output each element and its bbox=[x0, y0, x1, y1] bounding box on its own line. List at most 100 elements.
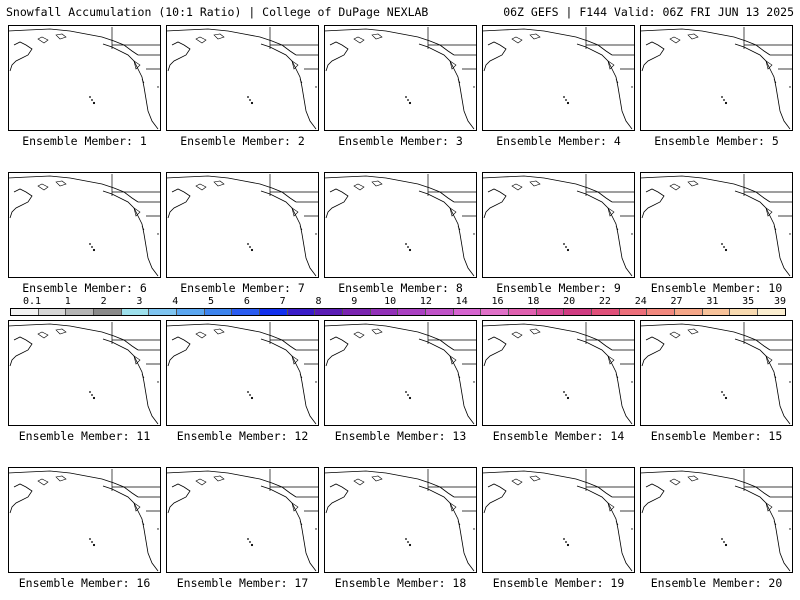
ensemble-member-panel: Ensemble Member: 18 bbox=[324, 467, 477, 591]
snowfall-map bbox=[482, 172, 635, 278]
header: Snowfall Accumulation (10:1 Ratio) | Col… bbox=[0, 0, 800, 22]
snowfall-map bbox=[8, 320, 161, 426]
colorbar-tick-label: 1 bbox=[64, 296, 71, 307]
ensemble-member-panel: Ensemble Member: 7 bbox=[166, 172, 319, 296]
colorbar-bin bbox=[149, 309, 178, 315]
colorbar-bin bbox=[343, 309, 371, 315]
snowfall-map bbox=[166, 467, 319, 573]
snowfall-map bbox=[8, 172, 161, 278]
colorbar-tick-label: 31 bbox=[706, 296, 719, 307]
colorbar-bin bbox=[287, 309, 316, 315]
colorbar-bin bbox=[94, 309, 122, 315]
ensemble-member-panel: Ensemble Member: 11 bbox=[8, 320, 161, 444]
ensemble-member-panel: Ensemble Member: 9 bbox=[482, 172, 635, 296]
ensemble-member-label: Ensemble Member: 12 bbox=[176, 429, 309, 443]
snowfall-map bbox=[324, 25, 477, 131]
colorbar-labels: 0.1 1 2 3 4 5 6 7 8 9 10 12 14 16 18 20 22 24 27 31 35 39 bbox=[10, 296, 786, 308]
colorbar-legend: 0.1 1 2 3 4 5 6 7 8 9 10 12 14 16 18 20 22 24 27 31 35 39 bbox=[10, 296, 786, 318]
colorbar-bin bbox=[38, 309, 67, 315]
colorbar-bin bbox=[66, 309, 95, 315]
ensemble-member-panel: Ensemble Member: 6 bbox=[8, 172, 161, 296]
ensemble-member-panel: Ensemble Member: 19 bbox=[482, 467, 635, 591]
snowfall-map bbox=[8, 467, 161, 573]
ensemble-member-label: Ensemble Member: 11 bbox=[18, 429, 151, 443]
colorbar-tick-label: 2 bbox=[100, 296, 107, 307]
ensemble-member-label: Ensemble Member: 19 bbox=[492, 576, 625, 590]
ensemble-member-label: Ensemble Member: 17 bbox=[176, 576, 309, 590]
colorbar-bin bbox=[758, 309, 785, 315]
colorbar-tick-label: 10 bbox=[384, 296, 397, 307]
snowfall-map bbox=[482, 320, 635, 426]
snowfall-map bbox=[640, 25, 793, 131]
colorbar-bin bbox=[426, 309, 454, 315]
colorbar-tick-label: 35 bbox=[742, 296, 755, 307]
colorbar-tick-label: 16 bbox=[491, 296, 504, 307]
colorbar-bin bbox=[398, 309, 427, 315]
colorbar-tick-label: 24 bbox=[634, 296, 647, 307]
ensemble-member-label: Ensemble Member: 18 bbox=[334, 576, 467, 590]
snowfall-map bbox=[166, 320, 319, 426]
colorbar-bin bbox=[204, 309, 233, 315]
map-title: Snowfall Accumulation (10:1 Ratio) | Col… bbox=[6, 5, 429, 19]
colorbar-bin bbox=[232, 309, 261, 315]
ensemble-member-panel: Ensemble Member: 12 bbox=[166, 320, 319, 444]
ensemble-member-label: Ensemble Member: 8 bbox=[338, 281, 463, 295]
ensemble-member-panel: Ensemble Member: 10 bbox=[640, 172, 793, 296]
colorbar-bin bbox=[536, 309, 565, 315]
colorbar-tick-label: 4 bbox=[172, 296, 179, 307]
snowfall-map bbox=[482, 25, 635, 131]
ensemble-member-label: Ensemble Member: 5 bbox=[654, 134, 779, 148]
colorbar-bin bbox=[564, 309, 593, 315]
colorbar-bin bbox=[675, 309, 703, 315]
colorbar-tick-label: 9 bbox=[351, 296, 358, 307]
ensemble-member-label: Ensemble Member: 3 bbox=[338, 134, 463, 148]
colorbar-bin bbox=[647, 309, 676, 315]
ensemble-member-label: Ensemble Member: 7 bbox=[180, 281, 305, 295]
colorbar-bin bbox=[11, 309, 39, 315]
colorbar-bin bbox=[260, 309, 288, 315]
colorbar-tick-label: 8 bbox=[315, 296, 322, 307]
colorbar-tick-label: 3 bbox=[136, 296, 143, 307]
colorbar-bin bbox=[619, 309, 648, 315]
snowfall-map bbox=[640, 467, 793, 573]
colorbar-bin bbox=[702, 309, 731, 315]
colorbar-bin bbox=[370, 309, 399, 315]
ensemble-member-panel: Ensemble Member: 4 bbox=[482, 25, 635, 149]
ensemble-member-label: Ensemble Member: 10 bbox=[650, 281, 783, 295]
snowfall-map bbox=[8, 25, 161, 131]
snowfall-map bbox=[482, 467, 635, 573]
ensemble-member-label: Ensemble Member: 15 bbox=[650, 429, 783, 443]
colorbar-tick-label: 0.1 bbox=[22, 296, 42, 307]
snowfall-map bbox=[166, 172, 319, 278]
ensemble-member-label: Ensemble Member: 14 bbox=[492, 429, 625, 443]
ensemble-member-panel: Ensemble Member: 1 bbox=[8, 25, 161, 149]
colorbar-bin bbox=[177, 309, 205, 315]
ensemble-member-label: Ensemble Member: 16 bbox=[18, 576, 151, 590]
run-info: 06Z GEFS | F144 Valid: 06Z FRI JUN 13 20… bbox=[503, 5, 794, 19]
colorbar-tick-label: 5 bbox=[208, 296, 215, 307]
ensemble-member-label: Ensemble Member: 4 bbox=[496, 134, 621, 148]
ensemble-member-label: Ensemble Member: 2 bbox=[180, 134, 305, 148]
colorbar-tick-label: 22 bbox=[598, 296, 611, 307]
colorbar-bin bbox=[481, 309, 510, 315]
ensemble-member-label: Ensemble Member: 13 bbox=[334, 429, 467, 443]
colorbar-bin bbox=[315, 309, 344, 315]
colorbar-bin bbox=[592, 309, 620, 315]
ensemble-member-label: Ensemble Member: 20 bbox=[650, 576, 783, 590]
ensemble-member-panel: Ensemble Member: 16 bbox=[8, 467, 161, 591]
colorbar-bins bbox=[10, 308, 786, 316]
ensemble-member-panel: Ensemble Member: 15 bbox=[640, 320, 793, 444]
colorbar-bin bbox=[509, 309, 537, 315]
ensemble-member-panel: Ensemble Member: 13 bbox=[324, 320, 477, 444]
colorbar-tick-label: 7 bbox=[279, 296, 286, 307]
colorbar-bin bbox=[730, 309, 759, 315]
colorbar-tick-label: 6 bbox=[243, 296, 250, 307]
ensemble-member-panel: Ensemble Member: 20 bbox=[640, 467, 793, 591]
ensemble-member-label: Ensemble Member: 1 bbox=[22, 134, 147, 148]
ensemble-member-label: Ensemble Member: 6 bbox=[22, 281, 147, 295]
ensemble-member-panel: Ensemble Member: 8 bbox=[324, 172, 477, 296]
colorbar-tick-label: 20 bbox=[563, 296, 576, 307]
colorbar-tick-label: 14 bbox=[455, 296, 468, 307]
snowfall-map bbox=[640, 320, 793, 426]
colorbar-bin bbox=[453, 309, 482, 315]
